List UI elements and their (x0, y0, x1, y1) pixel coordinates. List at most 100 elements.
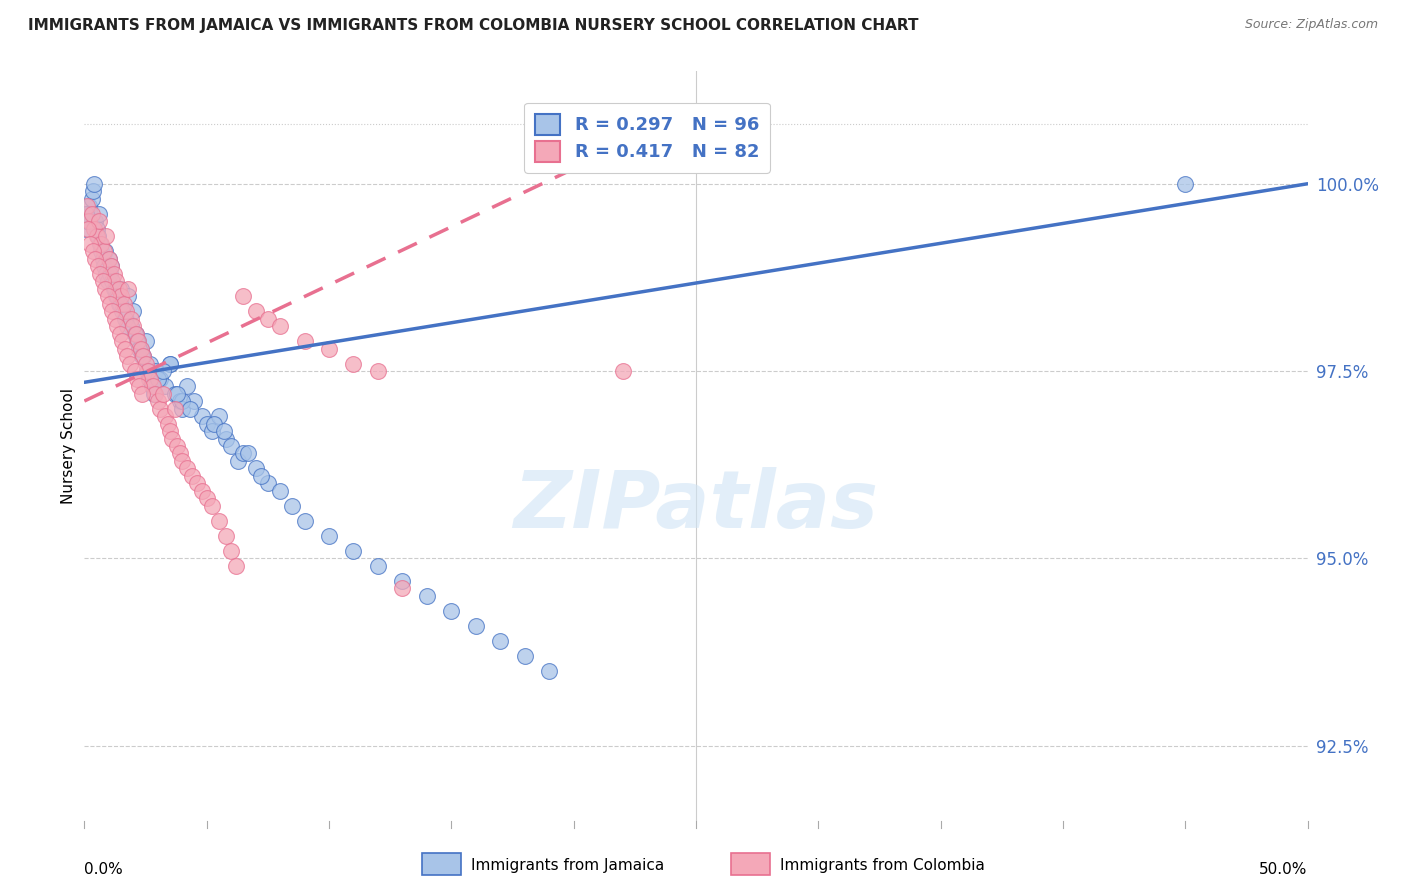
Point (172, 454, 194, 468)
Point (84, 214, 107, 228)
Point (124, 326, 146, 341)
Point (159, 357, 181, 371)
Point (125, 334, 148, 348)
Point (98, 296, 121, 310)
Point (249, 469, 271, 483)
Legend: R = 0.297   N = 96, R = 0.417   N = 82: R = 0.297 N = 96, R = 0.417 N = 82 (524, 103, 770, 172)
Point (82, 184, 104, 198)
Point (166, 439, 188, 453)
Point (139, 371, 162, 385)
Point (225, 558, 247, 573)
Point (132, 349, 155, 363)
Point (191, 483, 214, 498)
Point (143, 364, 166, 378)
Point (195, 491, 218, 506)
Point (101, 304, 124, 318)
Point (208, 409, 231, 423)
Point (612, 364, 634, 378)
Point (153, 379, 176, 393)
Point (117, 282, 139, 296)
Point (129, 342, 152, 356)
Point (111, 304, 134, 318)
Point (219, 544, 242, 558)
Point (124, 364, 146, 378)
Point (86, 229, 108, 244)
Point (79, 236, 101, 251)
Point (131, 386, 153, 401)
Point (163, 386, 186, 401)
Point (128, 342, 150, 356)
Point (149, 371, 172, 385)
Point (112, 304, 135, 318)
Point (127, 334, 149, 348)
Point (169, 446, 191, 460)
Point (143, 386, 166, 401)
Point (96, 267, 118, 281)
Point (195, 417, 218, 431)
Point (115, 304, 138, 318)
Point (97, 252, 120, 266)
Point (162, 432, 184, 446)
Point (138, 371, 160, 385)
Point (136, 364, 159, 378)
Point (79, 207, 101, 221)
Point (105, 289, 128, 303)
Point (391, 574, 413, 588)
Point (208, 514, 231, 528)
Point (77, 214, 100, 228)
Point (131, 349, 153, 363)
Point (103, 282, 125, 296)
Point (120, 319, 142, 334)
Point (200, 499, 222, 513)
Text: Immigrants from Colombia: Immigrants from Colombia (780, 857, 986, 872)
Point (120, 311, 142, 326)
Point (156, 417, 179, 431)
Point (141, 379, 163, 393)
Text: ZIPatlas: ZIPatlas (513, 467, 879, 545)
Point (108, 326, 131, 341)
Point (176, 461, 198, 475)
Point (143, 386, 166, 401)
Point (77, 199, 100, 213)
Point (342, 357, 364, 371)
Text: 0.0%: 0.0% (84, 862, 124, 877)
Point (76, 214, 98, 228)
Point (153, 409, 176, 423)
FancyBboxPatch shape (422, 853, 461, 875)
Point (110, 282, 132, 296)
Point (172, 394, 194, 409)
Point (135, 357, 157, 371)
Point (215, 529, 238, 543)
Point (172, 401, 194, 416)
Point (257, 311, 280, 326)
Point (89, 267, 111, 281)
Y-axis label: Nursery School: Nursery School (60, 388, 76, 504)
Point (367, 558, 389, 573)
Point (87, 207, 110, 221)
Point (87, 229, 110, 244)
Point (245, 461, 267, 475)
Point (294, 334, 316, 348)
Point (538, 664, 561, 678)
Text: Source: ZipAtlas.com: Source: ZipAtlas.com (1244, 18, 1378, 31)
Text: IMMIGRANTS FROM JAMAICA VS IMMIGRANTS FROM COLOMBIA NURSERY SCHOOL CORRELATION C: IMMIGRANTS FROM JAMAICA VS IMMIGRANTS FR… (28, 18, 918, 33)
Point (100, 259, 122, 273)
Point (232, 446, 254, 460)
Point (114, 342, 136, 356)
Point (159, 357, 181, 371)
Point (186, 476, 208, 491)
Point (152, 364, 174, 378)
Point (318, 342, 340, 356)
Point (125, 326, 148, 341)
Point (176, 379, 198, 393)
Point (90, 244, 112, 259)
Point (75, 207, 97, 221)
Point (105, 319, 128, 334)
Point (513, 648, 536, 663)
Point (294, 514, 316, 528)
Point (181, 469, 204, 483)
Point (97, 274, 120, 288)
Point (93, 259, 115, 273)
Point (93, 244, 115, 259)
Point (114, 311, 136, 326)
